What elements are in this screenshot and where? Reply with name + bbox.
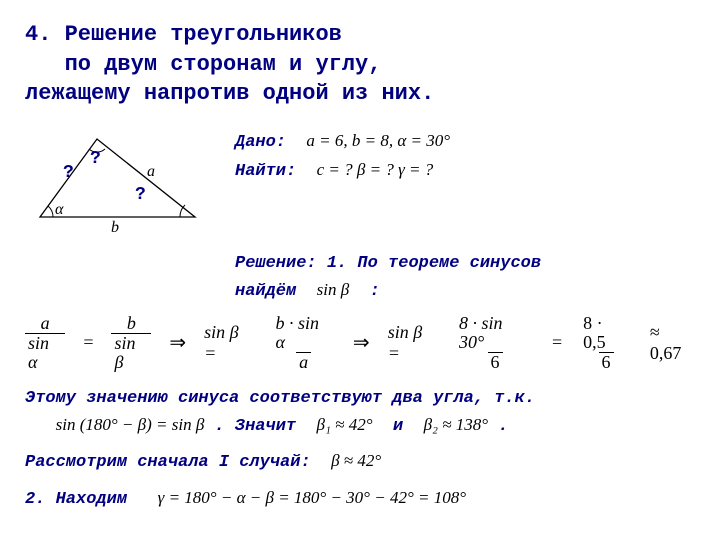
- given-expr: a = 6, b = 8, α = 30°: [306, 131, 450, 150]
- eq1: =: [83, 332, 93, 353]
- p3: Рассмотрим сначала I случай:: [25, 453, 311, 472]
- f4d: 6: [488, 352, 503, 372]
- frac-4: 8 · sin 30° 6: [456, 314, 534, 372]
- p4m: γ = 180° − α − β = 180° − 30° − 42° = 10…: [158, 488, 466, 507]
- solution-step1: Решение: 1. По теореме синусов найдём si…: [235, 251, 695, 304]
- two-angles-note: Этому значению синуса соответствуют два …: [25, 386, 695, 441]
- f3d: a: [296, 352, 311, 372]
- p2b: sin (180° − β) = sin β: [56, 415, 205, 434]
- step1-text2: найдём: [235, 282, 296, 301]
- frac-2: b sin β: [111, 314, 151, 372]
- step2-line: 2. Находим γ = 180° − α − β = 180° − 30°…: [25, 485, 695, 513]
- p3m: β ≈ 42°: [331, 451, 381, 470]
- title-line-3: лежащему напротив одной из них.: [25, 81, 434, 106]
- alpha-label: α: [55, 201, 63, 219]
- title-line-1: 4. Решение треугольников: [25, 22, 342, 47]
- q-top: ?: [90, 149, 101, 169]
- find-label: Найти:: [235, 162, 296, 181]
- given-label: Дано:: [235, 133, 286, 152]
- p2e: и: [393, 417, 403, 436]
- f4n: 8 · sin 30°: [456, 314, 534, 352]
- f5n: 8 · 0,5: [580, 314, 632, 352]
- triangle-svg: [25, 127, 215, 237]
- find-expr: c = ? β = ? γ = ?: [317, 160, 434, 179]
- case1-line: Рассмотрим сначала I случай: β ≈ 42°: [25, 448, 695, 476]
- lhs2: sin β =: [204, 322, 254, 364]
- step1-colon: :: [370, 282, 380, 301]
- f2n: b: [124, 314, 139, 333]
- lhs3: sin β =: [388, 322, 438, 364]
- given-row: a b α ? ? ? Дано: a = 6, b = 8, α = 30° …: [25, 127, 695, 247]
- eq-tail: ≈ 0,67: [650, 322, 695, 364]
- q-right: ?: [135, 185, 146, 205]
- f2d: sin β: [111, 333, 151, 372]
- equation-row: a sin α = b sin β ⇒ sin β = b · sin α a …: [25, 314, 695, 372]
- frac-3: b · sin α a: [272, 314, 334, 372]
- frac-1: a sin α: [25, 314, 65, 372]
- q-left: ?: [63, 163, 74, 183]
- f1d: sin α: [25, 333, 65, 372]
- step1-var: sin β: [317, 280, 350, 299]
- f3n: b · sin α: [272, 314, 334, 352]
- side-b-label: b: [111, 219, 119, 237]
- p2d2: β₂ ≈ 138°: [424, 415, 489, 434]
- p2d1: β₁ ≈ 42°: [317, 415, 373, 434]
- arr1: ⇒: [169, 330, 186, 355]
- frac-5: 8 · 0,5 6: [580, 314, 632, 372]
- step1-text: 1. По теореме синусов: [327, 254, 541, 273]
- triangle-figure: a b α ? ? ?: [25, 127, 215, 247]
- eq3: =: [552, 332, 562, 353]
- title: 4. Решение треугольников по двум сторона…: [25, 20, 695, 109]
- solution-label: Решение:: [235, 254, 317, 273]
- title-line-2: по двум сторонам и углу,: [65, 52, 382, 77]
- p2f: .: [498, 417, 508, 436]
- f1n: a: [38, 314, 53, 333]
- side-a-label: a: [147, 163, 155, 181]
- p4: 2. Находим: [25, 490, 127, 509]
- f5d: 6: [599, 352, 614, 372]
- p2c: . Значит: [215, 417, 297, 436]
- arr2: ⇒: [353, 330, 370, 355]
- given-block: Дано: a = 6, b = 8, α = 30° Найти: c = ?…: [235, 127, 695, 185]
- p2a: Этому значению синуса соответствуют два …: [25, 389, 535, 408]
